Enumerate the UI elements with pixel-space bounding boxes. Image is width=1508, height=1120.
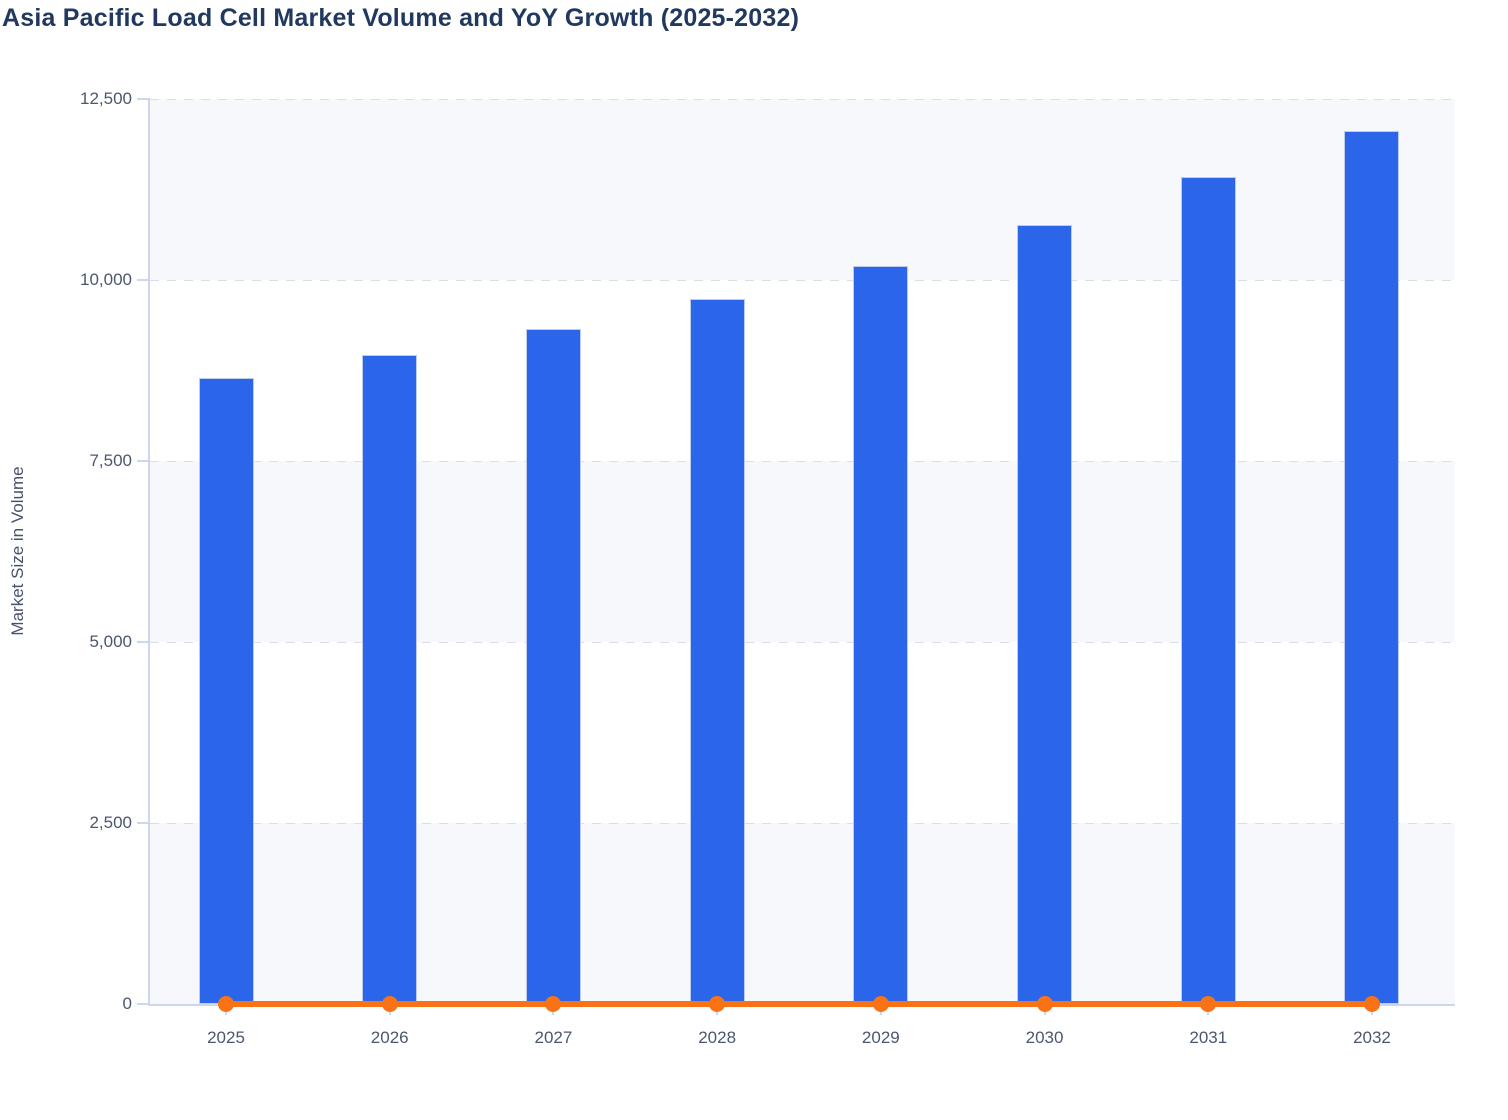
bar-2027[interactable] — [525, 329, 581, 1004]
x-axis-tick-label: 2026 — [370, 1028, 409, 1047]
x-axis-tick-label: 2025 — [207, 1028, 245, 1047]
y-gridline — [150, 99, 1455, 100]
bar-2029[interactable] — [853, 266, 909, 1004]
yoy-growth-marker-2029[interactable] — [872, 996, 889, 1012]
y-axis-tick — [137, 460, 150, 462]
y-gridline — [150, 461, 1455, 462]
y-axis-tick — [137, 279, 150, 281]
x-axis-tick-label: 2032 — [1353, 1028, 1391, 1047]
y-axis-title: Market Size in Volume — [8, 466, 27, 636]
yoy-growth-marker-2031[interactable] — [1200, 996, 1217, 1012]
chart-title: Asia Pacific Load Cell Market Volume and… — [2, 4, 800, 32]
bar-2025[interactable] — [198, 377, 254, 1004]
y-axis-tick-label: 2,500 — [89, 813, 132, 832]
y-axis-tick — [137, 641, 150, 643]
x-axis-tick-label: 2029 — [861, 1028, 900, 1047]
bar-2028[interactable] — [689, 298, 745, 1004]
y-gridline — [150, 823, 1455, 824]
yoy-growth-marker-2028[interactable] — [709, 996, 726, 1012]
plot-band — [150, 99, 1455, 280]
y-axis-tick-label: 7,500 — [89, 451, 132, 470]
bar-2032[interactable] — [1344, 130, 1400, 1004]
y-axis-tick-label: 12,500 — [80, 89, 132, 108]
x-axis-tick-label: 2031 — [1189, 1028, 1228, 1047]
x-axis-tick-label: 2027 — [534, 1028, 573, 1047]
plot-band — [150, 280, 1455, 461]
y-axis-tick — [137, 98, 150, 100]
yoy-growth-marker-2027[interactable] — [545, 996, 562, 1012]
y-axis-tick-label: 5,000 — [89, 632, 132, 651]
bar-2026[interactable] — [362, 355, 418, 1004]
x-axis-tick-label: 2030 — [1025, 1028, 1064, 1047]
yoy-growth-marker-2032[interactable] — [1363, 996, 1380, 1012]
y-axis-tick-label: 10,000 — [80, 270, 132, 289]
bar-2030[interactable] — [1017, 224, 1073, 1004]
y-axis-tick — [137, 822, 150, 824]
plot-band — [150, 461, 1455, 642]
yoy-growth-line — [226, 1001, 1372, 1007]
plot-band — [150, 642, 1455, 823]
y-axis-tick — [137, 1003, 150, 1005]
y-gridline — [150, 642, 1455, 643]
yoy-growth-marker-2026[interactable] — [381, 996, 398, 1012]
plot-band — [150, 823, 1455, 1004]
y-gridline — [150, 280, 1455, 281]
y-axis-tick-label: 0 — [122, 994, 132, 1013]
plot-area: 0 2,500 5,000 7,500 10,000 12,500 2025 2026 2027… — [80, 89, 1455, 1047]
x-axis-tick-label: 2028 — [698, 1028, 737, 1047]
yoy-growth-marker-2025[interactable] — [218, 996, 234, 1012]
yoy-growth-marker-2030[interactable] — [1036, 996, 1053, 1012]
bar-2031[interactable] — [1180, 177, 1236, 1004]
